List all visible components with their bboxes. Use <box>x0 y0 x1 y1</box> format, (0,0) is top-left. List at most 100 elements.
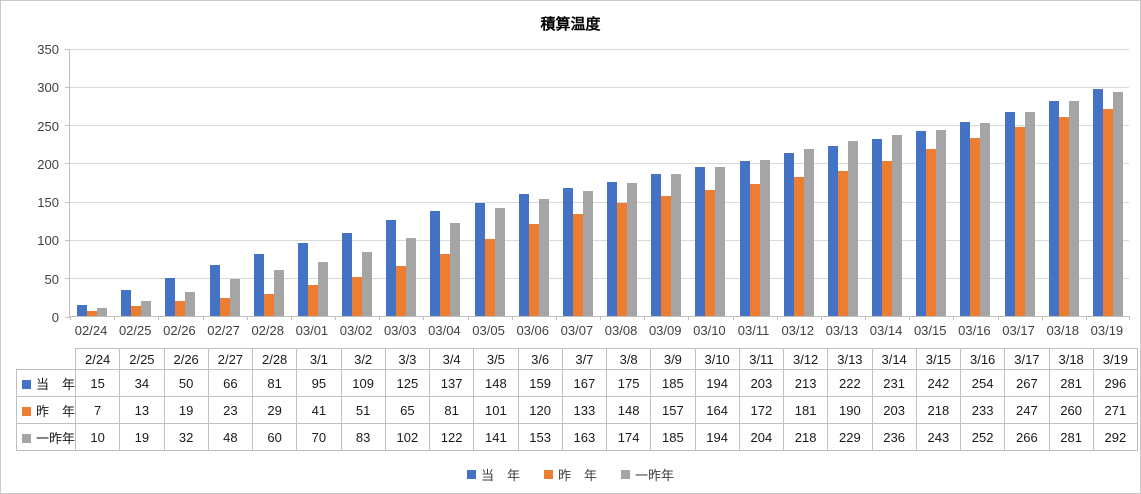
bar-series-3[interactable] <box>759 159 770 316</box>
bar-series-1[interactable] <box>518 194 529 316</box>
bar-series-1[interactable] <box>165 277 176 316</box>
bar-series-3[interactable] <box>317 262 328 316</box>
legend-item[interactable]: 一昨年 <box>621 465 674 484</box>
bar-series-2[interactable] <box>793 177 804 316</box>
bar-series-1[interactable] <box>1004 111 1015 316</box>
bar-group <box>114 49 158 316</box>
bar-series-1[interactable] <box>209 265 220 316</box>
bar-series-2[interactable] <box>837 170 848 316</box>
bar-series-3[interactable] <box>185 291 196 316</box>
bar-series-3[interactable] <box>627 182 638 316</box>
bar-series-1[interactable] <box>1048 100 1059 316</box>
bar-series-1[interactable] <box>474 202 485 316</box>
bar-series-1[interactable] <box>430 211 441 316</box>
bar-series-3[interactable] <box>803 149 814 316</box>
legend-item[interactable]: 当 年 <box>466 465 520 484</box>
table-cell: 242 <box>915 369 962 397</box>
bar-series-1[interactable] <box>827 146 838 316</box>
x-axis-tick <box>909 316 911 320</box>
bar-series-3[interactable] <box>980 123 991 316</box>
bar-series-2[interactable] <box>617 202 628 316</box>
bar-series-3[interactable] <box>847 140 858 316</box>
bar-series-2[interactable] <box>572 214 583 316</box>
bar-series-3[interactable] <box>1068 100 1079 316</box>
table-cell: 175 <box>606 369 652 397</box>
bar-series-1[interactable] <box>739 160 750 316</box>
bar-group <box>556 49 600 316</box>
bar-series-2[interactable] <box>1058 116 1069 316</box>
bar-series-2[interactable] <box>484 238 495 316</box>
bar-series-1[interactable] <box>916 130 927 316</box>
table-cell: 66 <box>207 369 254 397</box>
bar-series-2[interactable] <box>307 284 318 316</box>
bar-series-2[interactable] <box>926 149 937 316</box>
bar-series-2[interactable] <box>263 293 274 316</box>
bar-series-2[interactable] <box>396 266 407 316</box>
bar-series-2[interactable] <box>705 190 716 316</box>
bar-series-1[interactable] <box>342 232 353 316</box>
bar-series-3[interactable] <box>1024 112 1035 316</box>
bar-series-1[interactable] <box>783 152 794 316</box>
bar-series-3[interactable] <box>936 129 947 316</box>
bar-series-1[interactable] <box>77 304 88 316</box>
bar-series-2[interactable] <box>882 160 893 316</box>
bar-series-2[interactable] <box>175 301 186 316</box>
x-axis-tick <box>202 316 204 320</box>
bar-series-3[interactable] <box>229 279 240 316</box>
bar-series-1[interactable] <box>607 182 618 316</box>
bar-series-1[interactable] <box>872 139 883 316</box>
bar-series-3[interactable] <box>671 174 682 316</box>
x-axis-tick <box>600 316 601 320</box>
bar-series-3[interactable] <box>450 222 461 316</box>
bar-series-3[interactable] <box>715 167 726 316</box>
bar-series-1[interactable] <box>386 220 397 316</box>
table-cell: 194 <box>694 423 740 451</box>
bar-series-1[interactable] <box>121 289 132 316</box>
bar-group <box>821 49 865 316</box>
bar-group <box>468 49 512 316</box>
bar-series-2[interactable] <box>1014 126 1025 316</box>
table-cell: 233 <box>960 396 1006 424</box>
bar-series-1[interactable] <box>651 174 662 316</box>
bar-series-2[interactable] <box>131 306 142 316</box>
table-cell: 203 <box>738 369 785 397</box>
bar-series-3[interactable] <box>406 237 417 316</box>
bar-series-3[interactable] <box>494 208 505 316</box>
x-axis-tick <box>379 316 381 320</box>
bar-series-3[interactable] <box>538 198 549 316</box>
bar-group <box>998 49 1042 316</box>
bar-series-2[interactable] <box>87 310 98 316</box>
bar-series-2[interactable] <box>661 195 672 316</box>
bar-series-3[interactable] <box>97 308 108 316</box>
bar-series-2[interactable] <box>528 224 539 316</box>
table-cell: 213 <box>783 369 829 397</box>
bar-series-1[interactable] <box>695 167 706 316</box>
bar-series-3[interactable] <box>273 270 284 316</box>
bar-series-3[interactable] <box>141 301 152 316</box>
x-axis-tick-label: 03/18 <box>1046 323 1079 338</box>
bar-series-2[interactable] <box>749 184 760 316</box>
bar-series-1[interactable] <box>960 121 971 316</box>
legend-item[interactable]: 昨 年 <box>543 465 597 484</box>
x-axis-tick-label: 03/05 <box>472 323 505 338</box>
bar-series-2[interactable] <box>970 137 981 316</box>
bar-series-1[interactable] <box>297 243 308 316</box>
bar-series-3[interactable] <box>582 191 593 316</box>
bar-series-3[interactable] <box>362 252 373 316</box>
bar-series-3[interactable] <box>892 135 903 316</box>
bar-series-1[interactable] <box>253 253 264 316</box>
x-axis-tick <box>820 316 822 320</box>
y-axis-tick-label: 300 <box>37 80 59 96</box>
bar-series-2[interactable] <box>440 253 451 316</box>
table-cell: 65 <box>384 396 431 424</box>
bar-series-1[interactable] <box>1092 89 1103 316</box>
table-cell: 81 <box>252 369 298 397</box>
bar-series-2[interactable] <box>1102 108 1113 316</box>
table-cell: 29 <box>252 396 298 424</box>
bar-series-1[interactable] <box>562 188 573 316</box>
bar-series-2[interactable] <box>219 298 230 316</box>
bar-series-2[interactable] <box>352 276 363 316</box>
table-cell: 137 <box>429 369 475 397</box>
bar-series-3[interactable] <box>1112 92 1123 316</box>
